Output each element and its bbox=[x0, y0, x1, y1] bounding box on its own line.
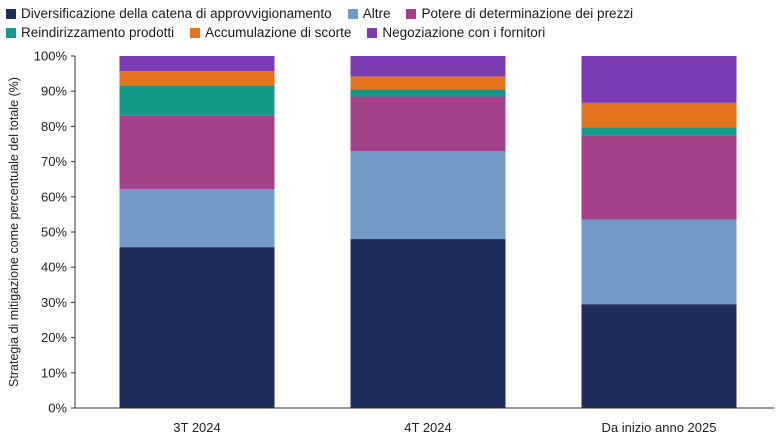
legend: Diversificazione della catena di approvv… bbox=[6, 4, 776, 42]
legend-label: Diversificazione della catena di approvv… bbox=[21, 6, 332, 21]
y-tick-label: 80% bbox=[41, 119, 67, 134]
legend-item: Diversificazione della catena di approvv… bbox=[6, 6, 332, 21]
legend-swatch bbox=[347, 8, 358, 19]
y-tick-label: 100% bbox=[34, 49, 68, 64]
legend-row: Reindirizzamento prodotti Accumulazione d… bbox=[6, 23, 776, 42]
bar-segment bbox=[350, 76, 506, 90]
bar-segment bbox=[581, 127, 737, 136]
bar-segment bbox=[119, 56, 275, 72]
bar-segment bbox=[581, 135, 737, 220]
y-tick-label: 50% bbox=[41, 225, 67, 240]
bar-segment bbox=[350, 96, 506, 152]
legend-swatch bbox=[406, 8, 417, 19]
y-tick-label: 40% bbox=[41, 260, 67, 275]
legend-swatch bbox=[6, 8, 16, 19]
legend-item: Negoziazione con i fornitori bbox=[367, 25, 545, 40]
y-tick-label: 90% bbox=[41, 84, 67, 99]
legend-swatch bbox=[6, 27, 16, 38]
x-tick-label: Da inizio anno 2025 bbox=[602, 420, 717, 435]
legend-row: Diversificazione della catena di approvv… bbox=[6, 4, 776, 23]
bar-segment bbox=[581, 304, 737, 408]
legend-swatch bbox=[367, 27, 378, 38]
y-tick-label: 30% bbox=[41, 295, 67, 310]
bar-segment bbox=[350, 89, 506, 97]
y-tick-label: 0% bbox=[48, 401, 67, 416]
bar-segment bbox=[119, 71, 275, 86]
bar-segment bbox=[119, 115, 275, 190]
legend-item: Altre bbox=[347, 6, 391, 21]
bar-segment bbox=[119, 189, 275, 248]
legend-item: Reindirizzamento prodotti bbox=[6, 25, 174, 40]
bar-segment bbox=[119, 247, 275, 408]
bar-segment bbox=[350, 151, 506, 240]
y-tick-label: 10% bbox=[41, 365, 67, 380]
y-tick-label: 60% bbox=[41, 189, 67, 204]
legend-label: Accumulazione di scorte bbox=[205, 25, 352, 40]
x-tick-label: 3T 2024 bbox=[173, 420, 220, 435]
bar-segment bbox=[350, 56, 506, 77]
x-tick-label: 4T 2024 bbox=[404, 420, 451, 435]
legend-label: Altre bbox=[362, 6, 391, 21]
legend-item: Accumulazione di scorte bbox=[190, 25, 351, 40]
bar-segment bbox=[350, 239, 506, 408]
y-tick-label: 20% bbox=[41, 330, 67, 345]
legend-label: Potere di determinazione dei prezzi bbox=[421, 6, 634, 21]
legend-label: Negoziazione con i fornitori bbox=[382, 25, 546, 40]
legend-swatch bbox=[190, 27, 201, 38]
legend-label: Reindirizzamento prodotti bbox=[21, 25, 175, 40]
bar-segment bbox=[581, 102, 737, 128]
y-axis-title: Strategia di mitigazione come percentual… bbox=[7, 77, 21, 387]
bar-segment bbox=[581, 56, 737, 103]
bar-segment bbox=[119, 85, 275, 116]
y-tick-label: 70% bbox=[41, 154, 67, 169]
legend-item: Potere di determinazione dei prezzi bbox=[406, 6, 633, 21]
bar-segment bbox=[581, 219, 737, 305]
